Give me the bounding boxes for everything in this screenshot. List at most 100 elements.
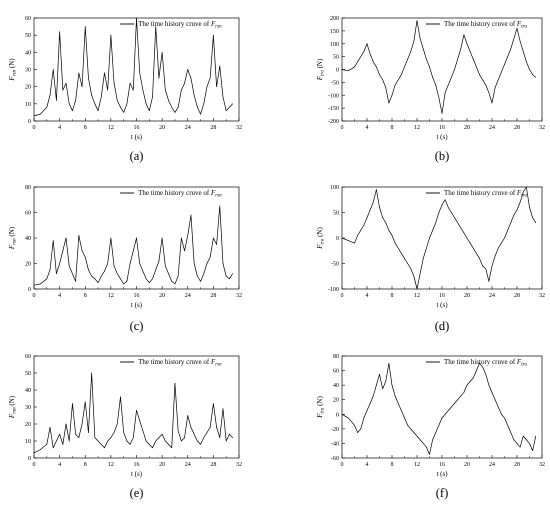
x-tick-label: 28 [514, 462, 520, 468]
data-point [444, 92, 446, 94]
data-point [497, 247, 499, 249]
data-point [363, 224, 365, 226]
data-point [382, 388, 383, 390]
data-point [382, 79, 383, 81]
data-point [107, 89, 109, 91]
data-point [209, 256, 211, 258]
data-point [132, 250, 134, 252]
data-point [171, 447, 173, 449]
data-point [451, 76, 452, 78]
data-point [422, 443, 424, 444]
data-point [397, 79, 399, 81]
data-point [232, 437, 233, 438]
data-point [354, 424, 355, 426]
data-point [116, 273, 118, 275]
panel-caption: (c) [130, 319, 144, 333]
chart-panel-b: 0 4 8 12 16 20 24 28 32 -200 -150 -100 -50 0 50 100 150 2… [316, 16, 545, 163]
data-point [522, 51, 524, 52]
y-tick-label: 0 [28, 287, 31, 293]
data-point [454, 217, 455, 218]
data-point [129, 82, 131, 84]
data-point [479, 74, 480, 75]
data-point [136, 410, 137, 411]
data-point [457, 399, 458, 401]
data-point [100, 96, 102, 98]
data-point [379, 373, 380, 375]
y-tick-label: 20 [25, 262, 31, 268]
y-tick-label: 20 [333, 398, 339, 404]
data-point [347, 240, 349, 241]
data-point [422, 258, 424, 259]
chart-panel-e: 0 4 8 12 16 20 24 28 32 0 10 20 30 40 50 60 The time his… [8, 354, 242, 500]
x-tick-label: 0 [33, 293, 36, 299]
data-point [426, 58, 427, 60]
data-point [203, 103, 205, 105]
data-point [145, 440, 147, 442]
x-tick-label: 0 [341, 293, 344, 299]
data-point [510, 222, 512, 224]
data-point [401, 410, 402, 411]
chart-panel-f: 0 4 8 12 16 20 24 28 32 -60 -40 -20 0 20 40 60 80 The tim… [316, 354, 545, 500]
y-tick-label: 200 [330, 16, 339, 22]
data-point [372, 201, 374, 203]
y-tick-label: -60 [331, 456, 339, 462]
data-point [410, 51, 412, 52]
data-point [494, 87, 496, 88]
data-point [451, 406, 452, 408]
data-point [65, 237, 67, 239]
data-point [107, 440, 109, 442]
data-point [126, 281, 128, 282]
x-tick-label: 16 [134, 125, 140, 131]
data-point [519, 446, 521, 448]
data-point [232, 273, 233, 275]
x-tick-label: 20 [159, 125, 165, 131]
x-tick-label: 8 [84, 125, 87, 131]
data-point [432, 439, 433, 441]
data-point [123, 112, 125, 113]
data-point [113, 265, 115, 267]
data-point [363, 51, 365, 52]
data-point [193, 433, 195, 435]
data-point [372, 395, 374, 397]
data-point [516, 443, 518, 444]
data-point [46, 106, 48, 108]
x-tick-label: 0 [33, 125, 36, 131]
x-axis-title: t (s) [131, 301, 143, 309]
data-point [535, 435, 537, 437]
x-tick-label: 24 [489, 125, 495, 131]
data-point [129, 444, 131, 445]
x-tick-label: 0 [341, 125, 344, 131]
data-point [510, 48, 512, 50]
data-point [216, 86, 217, 88]
y-tick-label: 40 [25, 50, 31, 56]
x-tick-label: 4 [366, 462, 369, 468]
y-tick-label: 80 [333, 354, 339, 360]
data-point [200, 113, 201, 115]
x-tick-label: 8 [84, 293, 87, 299]
data-point [91, 275, 93, 277]
data-point [136, 237, 137, 239]
x-tick-label: 28 [210, 462, 216, 468]
data-point [504, 237, 505, 239]
panel-caption: (e) [130, 486, 144, 500]
data-point [394, 242, 396, 244]
x-tick-label: 12 [108, 125, 114, 131]
data-point [155, 440, 157, 442]
y-tick-label: 30 [25, 68, 31, 74]
data-point [397, 403, 399, 404]
data-point [94, 278, 96, 280]
data-point [429, 66, 430, 68]
data-point [447, 84, 449, 86]
data-point [469, 242, 471, 244]
y-tick-label: 0 [28, 119, 31, 125]
y-axis-title: Frsn (N) [8, 58, 18, 82]
data-point [126, 440, 128, 442]
chart-panel-a: 0 4 8 12 16 20 24 28 32 0 10 20 30 40 50 60 The time his… [8, 16, 242, 163]
y-axis-title: Ftra (N) [316, 227, 326, 250]
data-point [504, 417, 505, 419]
data-point [81, 423, 83, 425]
data-point [457, 222, 458, 224]
x-tick-label: 28 [514, 293, 520, 299]
data-point [532, 217, 533, 218]
data-point [519, 201, 521, 203]
